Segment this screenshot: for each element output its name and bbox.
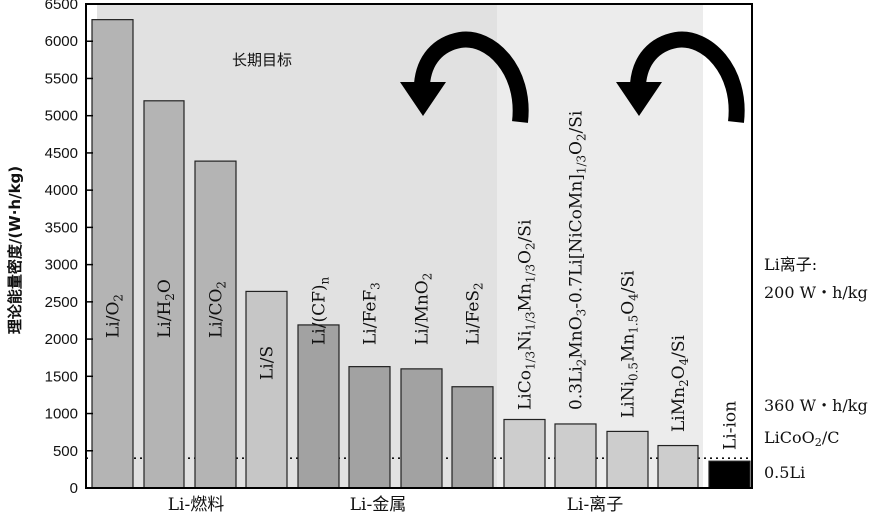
side-title: Li离子: <box>764 255 817 274</box>
bar-label-2: Li/CO2 <box>207 281 229 338</box>
bar-label-9: 0.3Li2MnO3-0.7Li[NiCoMn]1/3O2/Si <box>567 110 589 410</box>
y-tick-label-4: 2000 <box>45 331 78 348</box>
bar-label-5: Li/FeF3 <box>361 282 383 345</box>
y-tick-label-7: 3500 <box>45 219 78 236</box>
y-tick-label-9: 4500 <box>45 145 78 162</box>
bar-5 <box>348 366 391 489</box>
bar-12 <box>708 460 751 489</box>
side-li-amount: 0.5Li <box>764 463 805 482</box>
axes: 0 500 1000 1500 2000 2500 3000 3500 4000 4500 5000… <box>6 0 753 515</box>
y-tick-label-5: 2500 <box>45 294 78 311</box>
bar-label-6: Li/MnO2 <box>413 273 435 345</box>
labels: 长期目标 Li/O2 Li/H2O Li/CO2 Li/S Li/(CF)n Li/FeF3… <box>104 51 868 482</box>
y-tick-label-6: 3000 <box>45 257 78 274</box>
bar-9 <box>554 423 597 489</box>
group-label-1: Li-金属 <box>350 495 406 515</box>
y-tick-label-3: 1500 <box>45 368 78 385</box>
y-tick-label-12: 6000 <box>45 33 78 50</box>
bar-7 <box>451 386 494 489</box>
group-label-2: Li-离子 <box>567 495 623 515</box>
bar-1 <box>143 100 185 489</box>
side-theoretical: 360 W・h/kg <box>764 396 868 415</box>
arrow-li-ion <box>616 31 745 123</box>
side-cell: LiCoO2/C <box>764 428 840 449</box>
bar-2 <box>194 160 237 489</box>
y-tick-label-13: 6500 <box>45 0 78 13</box>
li-ion-alloy-region <box>497 4 703 488</box>
plot-frame <box>85 3 753 489</box>
group-label-0: Li-燃料 <box>168 495 224 515</box>
bar-label-0: Li/O2 <box>104 294 126 338</box>
y-tick-label-11: 5500 <box>45 70 78 87</box>
bar-label-10: LiNi0.5Mn1.5O4/Si <box>619 270 641 418</box>
bar-label-12: Li-ion <box>721 401 741 450</box>
region-title: 长期目标 <box>232 51 292 69</box>
y-tick-label-8: 4000 <box>45 182 78 199</box>
bar-label-8: LiCo1/3Ni1/3Mn1/3O2/Si <box>516 219 538 410</box>
bar-label-3: Li/S <box>258 346 278 380</box>
side-practical: 200 W・h/kg <box>764 283 868 302</box>
y-tick-label-0: 0 <box>70 480 78 497</box>
bar-label-11: LiMn2O4/Si <box>669 334 691 432</box>
bar-4 <box>297 324 340 489</box>
bar-10 <box>606 430 649 489</box>
bar-label-7: Li/FeS2 <box>464 282 486 345</box>
arrow-long-term <box>400 31 529 123</box>
y-tick-label-10: 5000 <box>45 108 78 125</box>
bar-label-1: Li/H2O <box>155 279 177 338</box>
background-regions <box>97 4 703 488</box>
bar-3 <box>245 290 288 489</box>
bar-6 <box>400 368 443 489</box>
arrows <box>400 31 745 123</box>
bar-label-4: Li/(CF)n <box>310 276 332 345</box>
bar-11 <box>657 444 699 489</box>
y-axis-label: 理论能量密度/(W·h/kg) <box>6 166 24 334</box>
bar-0 <box>91 19 134 489</box>
bar-8 <box>503 418 546 489</box>
bars <box>91 19 751 489</box>
y-tick-label-2: 1000 <box>45 406 78 423</box>
y-tick-label-1: 500 <box>53 443 78 460</box>
